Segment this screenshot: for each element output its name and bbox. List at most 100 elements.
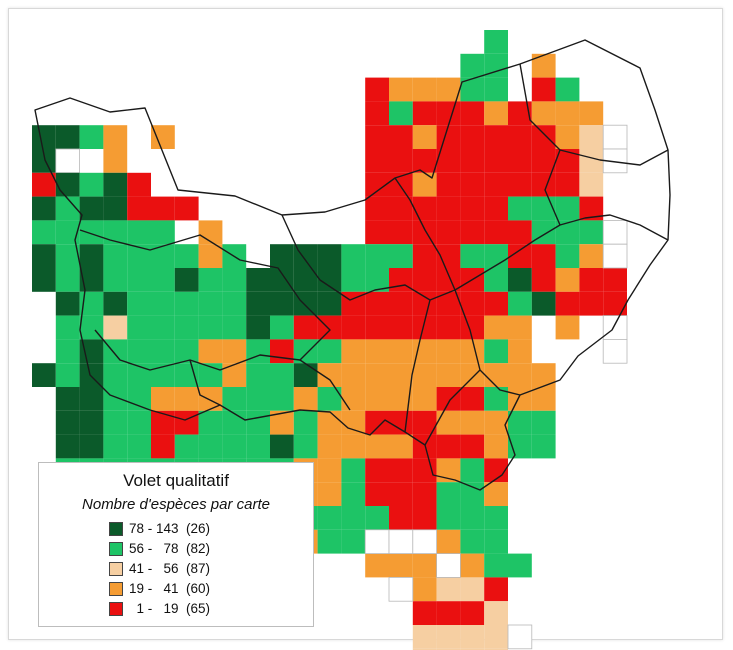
cell-class-1-19 [32, 172, 56, 197]
cell-class-78-143 [293, 291, 318, 316]
cell-class-56-78 [79, 172, 104, 197]
cell-class-1-19 [436, 220, 461, 245]
boundary-line [189, 359, 351, 411]
cell-class-78-143 [79, 434, 104, 459]
cell-class-56-78 [32, 220, 56, 245]
cell-class-1-19 [412, 410, 437, 435]
cell-class-56-78 [317, 387, 342, 411]
cell-class-56-78 [222, 268, 247, 292]
cell-class-19-41 [460, 410, 485, 435]
cell-class-56-78 [151, 244, 175, 268]
cell-class-19-41 [389, 434, 413, 459]
cell-class-56-78 [127, 363, 151, 387]
boundary-line [34, 39, 671, 491]
cell-class-1-19 [389, 482, 413, 506]
cell-class-56-78 [365, 268, 389, 292]
cell-class-19-41 [341, 434, 366, 459]
cell-class-19-41 [484, 101, 508, 126]
cell-class-1-19 [460, 125, 485, 149]
cell-class-78-143 [32, 268, 56, 292]
cell-class-19-41 [365, 339, 389, 364]
cell-class-56-78 [222, 387, 247, 411]
cell-empty [602, 219, 628, 245]
cell-class-1-19 [365, 410, 389, 435]
cell-class-56-78 [103, 410, 128, 435]
cell-class-56-78 [151, 220, 175, 245]
cell-class-1-19 [460, 291, 485, 316]
cell-class-56-78 [508, 196, 532, 221]
cell-class-19-41 [151, 125, 175, 149]
cell-class-78-143 [32, 196, 56, 221]
cell-class-1-19 [412, 220, 437, 245]
cell-class-56-78 [317, 339, 342, 364]
cell-class-41-56 [484, 625, 508, 649]
cell-class-19-41 [412, 577, 437, 602]
cell-class-56-78 [198, 291, 223, 316]
legend-title: Volet qualitatif [123, 471, 229, 490]
legend-swatch [109, 602, 123, 616]
cell-class-19-41 [436, 458, 461, 483]
cell-class-78-143 [293, 244, 318, 268]
cell-class-1-19 [460, 220, 485, 245]
cell-class-41-56 [436, 577, 461, 602]
cell-class-1-19 [579, 268, 604, 292]
cell-class-78-143 [531, 291, 556, 316]
cell-class-19-41 [389, 339, 413, 364]
cell-class-56-78 [103, 244, 128, 268]
cell-class-1-19 [365, 101, 389, 126]
cell-class-56-78 [460, 529, 485, 554]
cell-class-56-78 [555, 220, 580, 245]
cell-class-78-143 [55, 434, 80, 459]
cell-class-56-78 [341, 244, 366, 268]
cell-class-19-41 [198, 220, 223, 245]
cell-class-19-41 [531, 101, 556, 126]
cell-class-19-41 [579, 244, 604, 268]
cell-class-78-143 [32, 149, 56, 173]
cell-class-1-19 [174, 410, 199, 435]
cell-class-1-19 [389, 315, 413, 340]
cell-class-78-143 [270, 268, 294, 292]
cell-class-1-19 [412, 458, 437, 483]
cell-class-56-78 [341, 529, 366, 554]
legend-entry: 19 - 41 (60) [109, 581, 210, 597]
cell-class-19-41 [436, 77, 461, 102]
cell-empty [602, 315, 628, 340]
cell-class-56-78 [55, 244, 80, 268]
cell-class-56-78 [270, 363, 294, 387]
cell-class-41-56 [579, 149, 604, 173]
cell-class-56-78 [151, 268, 175, 292]
cell-class-56-78 [389, 101, 413, 126]
cell-class-56-78 [436, 506, 461, 530]
cell-class-41-56 [103, 315, 128, 340]
cell-class-1-19 [389, 291, 413, 316]
cell-class-56-78 [246, 339, 270, 364]
cell-class-19-41 [198, 387, 223, 411]
cell-class-1-19 [436, 172, 461, 197]
cell-class-56-78 [127, 244, 151, 268]
cell-class-1-19 [412, 482, 437, 506]
cell-class-1-19 [531, 77, 556, 102]
cell-class-41-56 [579, 125, 604, 149]
cell-class-78-143 [270, 244, 294, 268]
cell-empty [507, 624, 533, 650]
cell-class-56-78 [127, 268, 151, 292]
cell-class-56-78 [460, 482, 485, 506]
cell-class-56-78 [103, 220, 128, 245]
cell-empty [602, 124, 628, 150]
cell-class-1-19 [436, 149, 461, 173]
cell-class-78-143 [293, 363, 318, 387]
cell-class-1-19 [365, 172, 389, 197]
cell-class-56-78 [531, 220, 556, 245]
cell-class-1-19 [389, 220, 413, 245]
cell-class-1-19 [127, 196, 151, 221]
cell-class-1-19 [389, 149, 413, 173]
cell-class-1-19 [365, 125, 389, 149]
cell-class-1-19 [436, 315, 461, 340]
cell-class-1-19 [151, 196, 175, 221]
cell-class-1-19 [365, 482, 389, 506]
cell-class-1-19 [412, 268, 437, 292]
cell-class-78-143 [79, 387, 104, 411]
cell-class-19-41 [531, 53, 556, 78]
cell-class-19-41 [579, 101, 604, 126]
